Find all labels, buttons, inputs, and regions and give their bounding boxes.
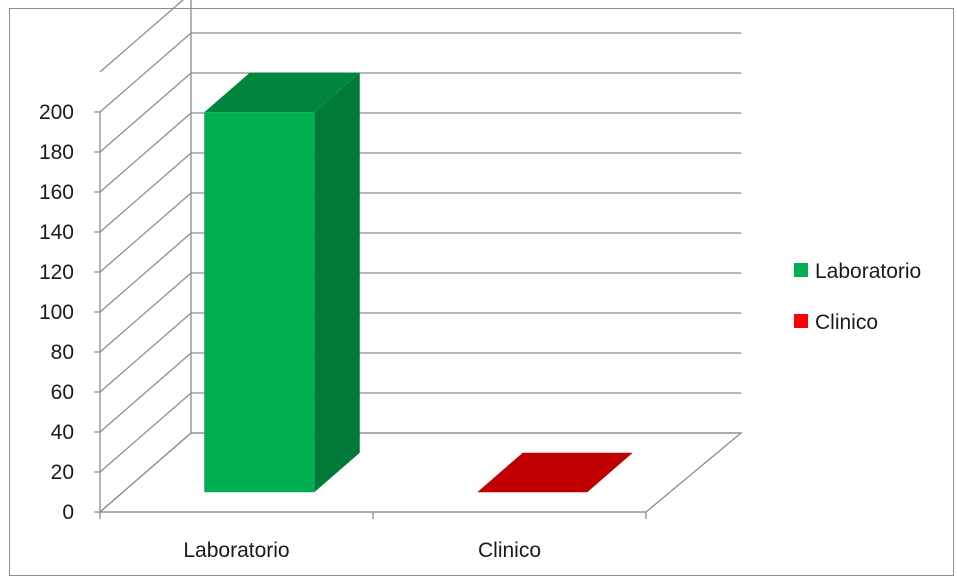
legend-item: Clinico xyxy=(794,311,878,334)
bar-top xyxy=(204,72,360,113)
legend-swatch xyxy=(794,263,808,277)
gridline xyxy=(99,392,741,473)
x-tick-label: Laboratorio xyxy=(183,539,289,562)
y-tick-label: 160 xyxy=(39,181,74,204)
gridline xyxy=(99,432,741,513)
chart-walls xyxy=(98,0,743,513)
chart-floor xyxy=(98,432,743,513)
bar-laboratorio xyxy=(204,72,360,493)
y-axis-ticks: 0 20 40 60 80 100 120 140 160 180 200 xyxy=(39,101,100,524)
gridline xyxy=(99,312,741,393)
legend: Laboratorio Clinico xyxy=(794,260,921,334)
legend-swatch xyxy=(794,314,808,328)
gridline xyxy=(99,272,741,353)
bar-front xyxy=(204,112,315,493)
gridline xyxy=(99,352,741,433)
y-tick-label: 60 xyxy=(51,381,74,404)
gridline xyxy=(99,232,741,313)
y-tick-label: 80 xyxy=(51,341,74,364)
y-tick-label: 0 xyxy=(62,501,74,524)
y-tick-label: 40 xyxy=(51,421,74,444)
y-tick-label: 100 xyxy=(39,301,74,324)
legend-label: Clinico xyxy=(815,311,878,334)
gridline xyxy=(99,32,741,113)
y-tick-label: 140 xyxy=(39,221,74,244)
y-tick-label: 180 xyxy=(39,141,74,164)
x-tick-label: Clinico xyxy=(478,539,541,562)
gridline xyxy=(99,152,741,233)
gridline xyxy=(99,0,184,73)
bar-top xyxy=(477,452,633,493)
gridline xyxy=(99,72,741,153)
legend-label: Laboratorio xyxy=(815,260,921,283)
legend-item: Laboratorio xyxy=(794,260,921,283)
y-tick-label: 120 xyxy=(39,261,74,284)
gridlines xyxy=(99,0,741,513)
gridline xyxy=(99,112,741,193)
bar-side xyxy=(314,72,360,493)
bar-clinico xyxy=(477,452,633,493)
bars xyxy=(204,72,633,493)
gridline xyxy=(99,192,741,273)
y-tick-label: 20 xyxy=(51,461,74,484)
chart-frame xyxy=(9,8,954,576)
x-axis-labels: Laboratorio Clinico xyxy=(183,539,541,562)
y-tick-label: 200 xyxy=(39,101,74,124)
